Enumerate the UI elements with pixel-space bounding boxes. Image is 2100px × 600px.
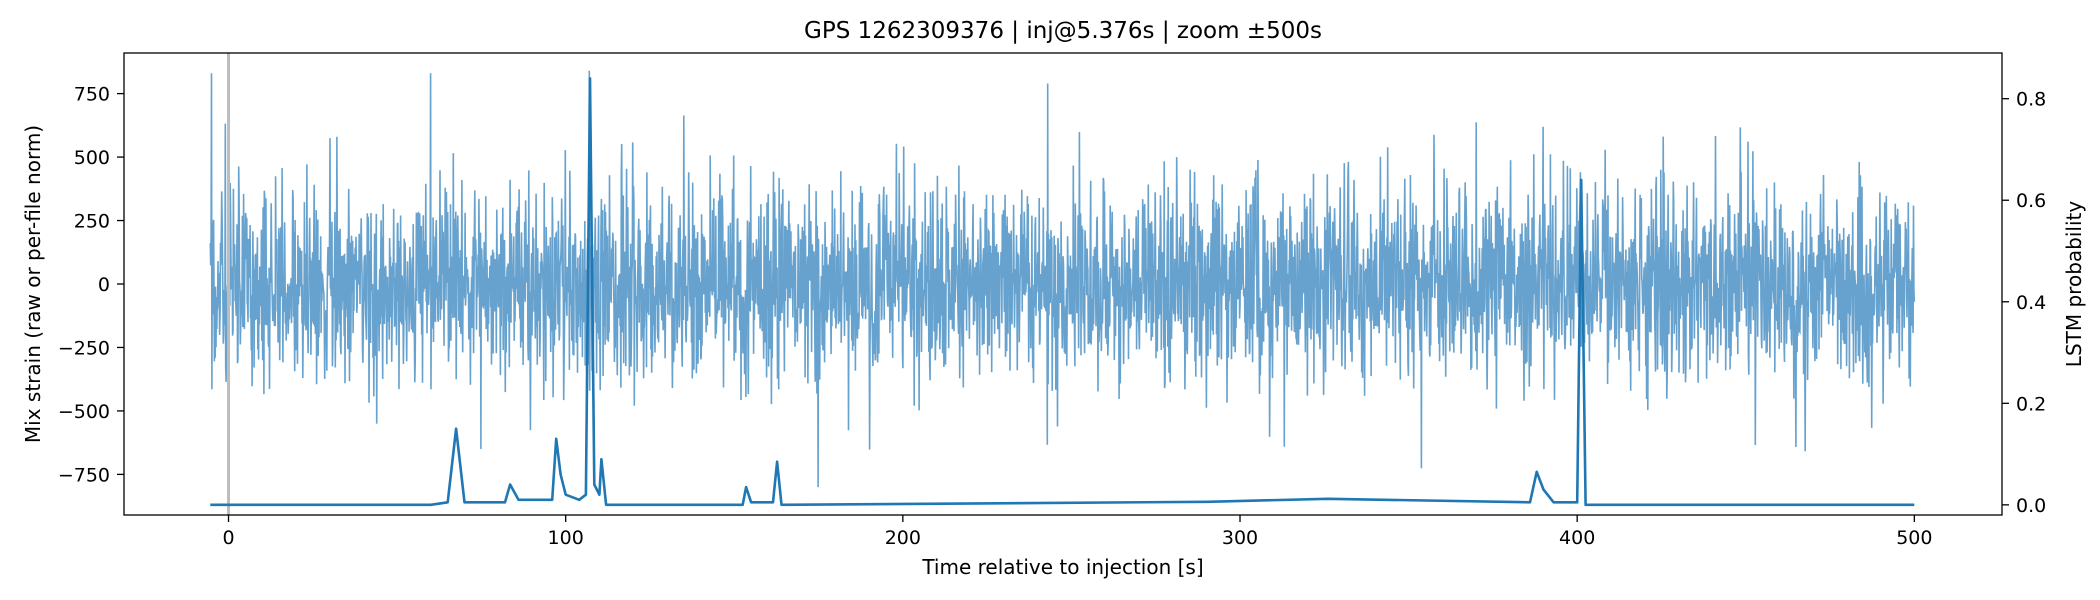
strain-line [209, 70, 1916, 488]
x-tick-label: 400 [1559, 527, 1595, 549]
y-right-tick-label: 0.8 [2016, 89, 2046, 111]
y-tick-label: 500 [74, 147, 110, 169]
y-tick-label: 750 [74, 84, 110, 106]
x-tick-label: 300 [1222, 527, 1258, 549]
y-tick-label: −250 [58, 337, 110, 359]
chart-title: GPS 1262309376 | inj@5.376s | zoom ±500s [804, 18, 1322, 44]
y-axis-label-right: LSTM probability [2062, 201, 2086, 368]
y-right-tick-label: 0.0 [2016, 495, 2046, 517]
plot-area [123, 52, 2003, 516]
probability-series [210, 77, 1915, 507]
y-right-tick-label: 0.2 [2016, 393, 2046, 415]
y-right-tick-label: 0.6 [2016, 190, 2046, 212]
x-tick-label: 100 [548, 527, 584, 549]
y-axis-left: −750 −500 −250 0 250 500 750 [58, 84, 124, 486]
x-axis: 0 100 200 300 400 500 [222, 515, 1932, 549]
strain-series [209, 70, 1916, 488]
x-tick-label: 200 [885, 527, 921, 549]
y-tick-label: −750 [58, 464, 110, 486]
x-axis-label: Time relative to injection [s] [921, 555, 1203, 579]
probability-line [210, 77, 1915, 507]
y-axis-label-left: Mix strain (raw or per-file norm) [21, 125, 45, 443]
x-tick-label: 500 [1896, 527, 1932, 549]
y-axis-right: 0.0 0.2 0.4 0.6 0.8 [2002, 89, 2046, 517]
y-tick-label: −500 [58, 401, 110, 423]
x-tick-label: 0 [222, 527, 234, 549]
y-right-tick-label: 0.4 [2016, 292, 2046, 314]
y-tick-label: 0 [98, 274, 110, 296]
y-tick-label: 250 [74, 211, 110, 233]
